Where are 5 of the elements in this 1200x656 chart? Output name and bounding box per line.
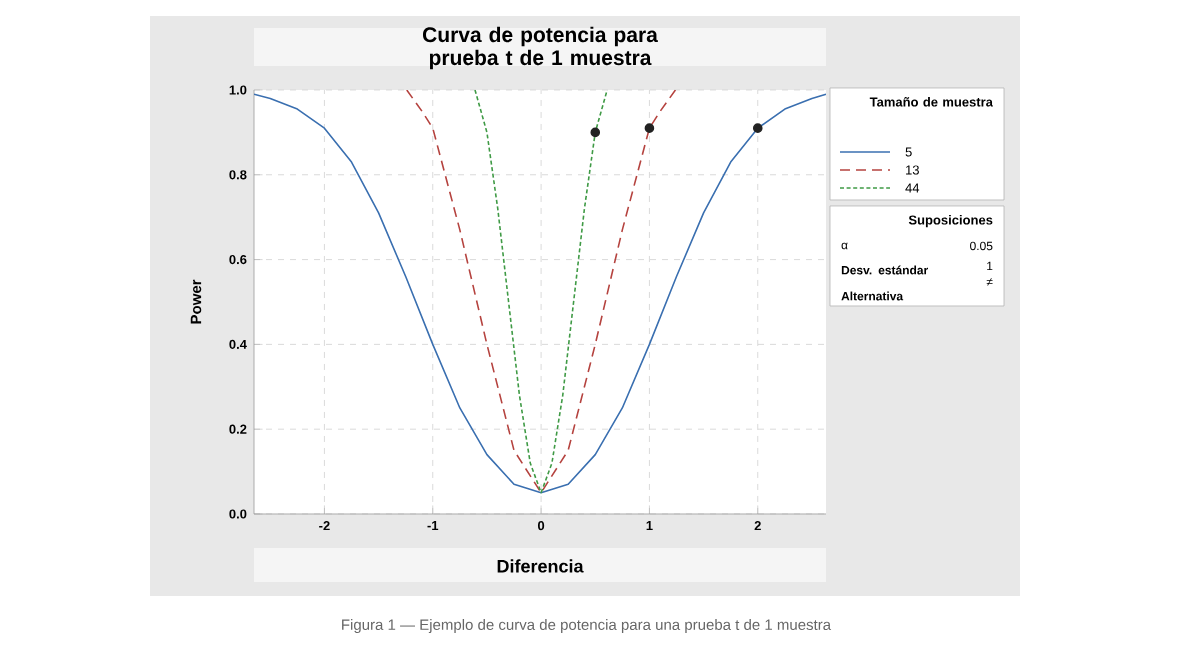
line-series: [254, 93, 827, 494]
line-series: [474, 89, 608, 494]
x-axis-title: Diferencia: [497, 559, 584, 573]
line-series: [405, 89, 677, 494]
chart-title: Curva de potencia para prueba t de 1 muestra: [422, 26, 658, 70]
